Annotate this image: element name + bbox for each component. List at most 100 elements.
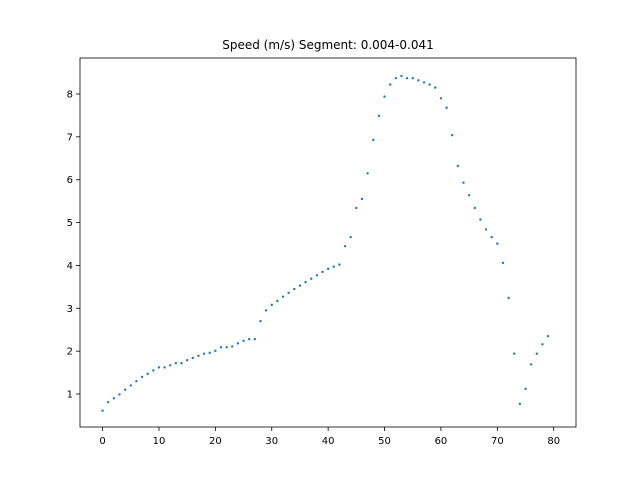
data-point [507,296,510,300]
x-tick-label: 10 [153,436,166,447]
data-point [372,138,375,142]
y-tick-label: 4 [67,261,73,272]
data-point [219,346,223,349]
data-point [197,354,200,358]
data-point [439,97,443,100]
data-point [202,352,206,355]
data-point [338,263,341,266]
data-point [293,287,296,291]
data-point [490,235,493,239]
data-point [462,181,465,184]
data-point [129,384,132,387]
data-point [135,379,138,383]
data-point [287,291,290,295]
x-tick-label: 80 [547,436,560,447]
data-point [146,372,149,376]
data-point [394,76,398,80]
data-point [247,337,251,341]
data-point [535,352,539,355]
data-point [383,95,386,98]
data-point [524,387,527,391]
data-point [388,83,392,86]
data-point [259,319,262,323]
y-tick-label: 3 [67,304,73,315]
data-point [496,242,499,245]
data-point [304,280,307,284]
data-point [101,409,104,412]
data-point [185,358,189,362]
data-point [400,74,403,78]
data-point [321,270,324,274]
data-point [264,309,268,312]
data-point [343,244,347,248]
data-point [315,274,319,277]
data-point [180,361,183,365]
x-tick-label: 30 [265,436,278,447]
data-point [242,339,245,343]
data-point [332,265,335,268]
data-point [118,393,121,396]
data-point [445,106,448,109]
data-point [377,114,381,118]
data-point [112,397,116,400]
data-point [366,172,369,175]
y-tick-label: 8 [67,90,73,101]
data-point [174,361,178,365]
data-point [428,83,431,86]
y-tick-label: 6 [67,175,73,186]
data-point [355,206,358,210]
data-point [484,228,488,231]
data-point [451,133,454,137]
data-point [298,284,302,287]
data-point [157,366,161,369]
data-point [513,352,516,355]
x-tick-label: 0 [99,436,105,447]
data-point [163,366,166,369]
y-tick-label: 2 [67,347,73,358]
data-point [479,218,482,221]
data-point [107,400,110,404]
data-point [208,351,211,355]
data-point [214,349,217,352]
data-point [422,81,426,84]
data-point [411,76,414,80]
data-point [123,388,127,391]
chart-title: Speed (m/s) Segment: 0.004-0.041 [222,38,434,52]
data-point [360,197,364,201]
data-point [456,164,460,168]
data-point [169,364,172,367]
data-point [541,343,544,346]
data-point [231,345,234,348]
data-point [152,369,155,372]
y-tick-label: 7 [67,132,73,143]
data-point [270,303,273,307]
data-point [236,342,240,345]
x-tick-label: 50 [378,436,391,447]
x-tick-label: 70 [491,436,504,447]
y-tick-label: 5 [67,218,73,229]
data-point [140,375,144,379]
y-tick-label: 1 [67,390,73,401]
data-point [405,76,409,80]
data-point [253,337,257,341]
x-tick-label: 20 [209,436,222,447]
x-tick-label: 40 [322,436,335,447]
data-point [276,299,279,303]
data-point [191,356,194,360]
plot-area: 0 10 20 30 40 50 60 70 80 1 2 3 4 5 6 7 8 [67,57,577,447]
data-point [518,402,522,406]
data-point [225,346,228,349]
x-tick-label: 60 [435,436,448,447]
data-point [417,79,420,82]
data-point [501,261,505,265]
data-point [473,206,476,210]
data-point [434,86,437,89]
data-point [326,267,330,271]
data-point [281,295,285,298]
data-point [310,277,313,280]
data-point [467,193,471,197]
data-point [546,334,550,338]
data-point [529,363,533,366]
data-point [349,235,352,239]
